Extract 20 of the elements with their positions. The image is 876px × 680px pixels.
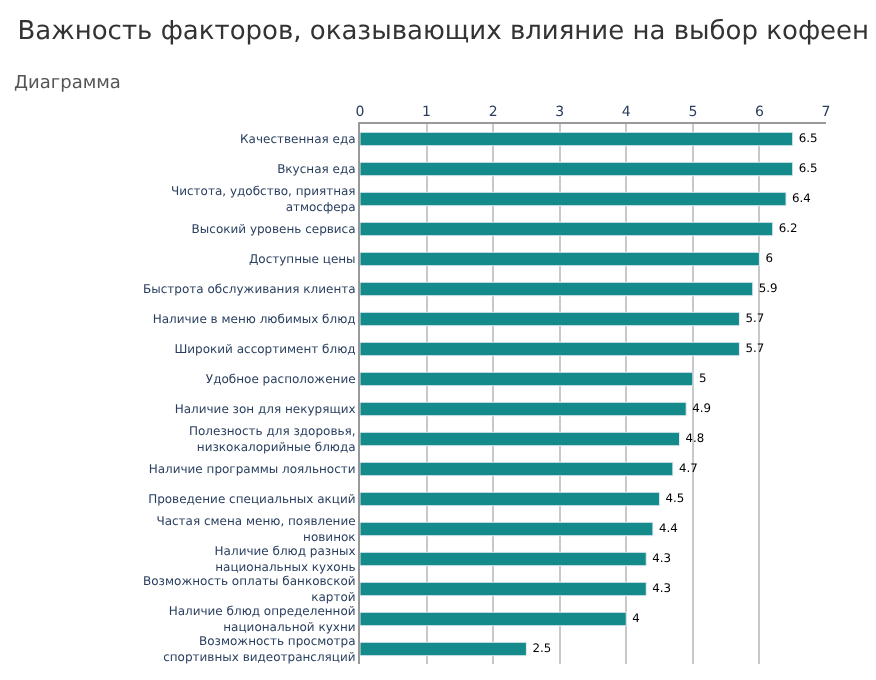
- bar: [360, 161, 794, 177]
- bar: [360, 371, 694, 387]
- bar: [360, 611, 627, 627]
- bar: [360, 131, 794, 147]
- bar: [360, 311, 740, 327]
- bar: [360, 461, 674, 477]
- bar: [360, 551, 647, 567]
- bar: [360, 221, 774, 237]
- bar: [360, 491, 661, 507]
- bar: [360, 641, 527, 657]
- bar: [360, 521, 654, 537]
- bar: [360, 431, 681, 447]
- bar: [360, 581, 647, 597]
- chart-title: Важность факторов, оказывающих влияние на выбор кофеен: [17, 16, 870, 47]
- bar: [360, 341, 740, 357]
- bar: [360, 251, 760, 267]
- bar: [360, 401, 687, 417]
- text: Диаграмма: [14, 74, 121, 94]
- bar: [360, 191, 787, 207]
- bar: [360, 281, 754, 297]
